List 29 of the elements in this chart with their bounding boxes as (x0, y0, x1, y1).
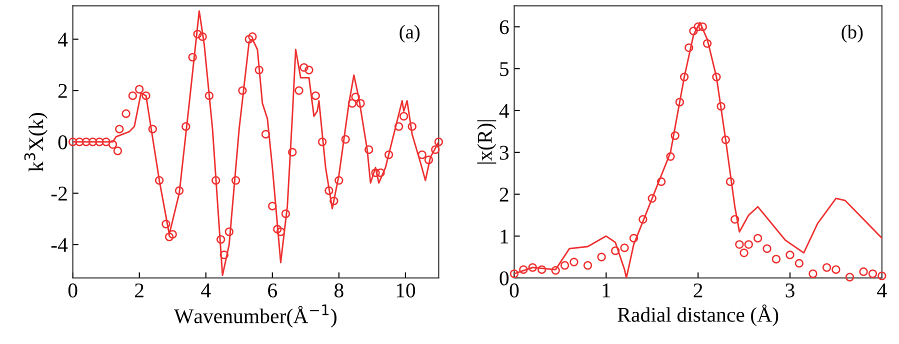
y-tick-label: -4 (51, 238, 68, 252)
y-tick-label: 2 (500, 188, 508, 202)
annotation: (a) (400, 24, 420, 43)
x-tick-label: 4 (877, 284, 887, 298)
x-axis-title: Radial distance (Å) (618, 304, 778, 326)
y-tick-label: 2 (58, 84, 67, 98)
y-tick-label: 1 (500, 230, 508, 244)
x-tick-label: 1 (602, 284, 610, 298)
x-tick-label: 6 (268, 283, 277, 298)
x-tick-label: 8 (334, 283, 344, 298)
x-axis-title: Wavenumber(Å$^{−1}$) (174, 304, 336, 328)
x-tick-label: 2 (135, 283, 144, 298)
x-tick-label: 4 (201, 284, 211, 298)
x-tick-label: 10 (396, 283, 416, 298)
x-tick-label: 2 (694, 283, 702, 298)
y-tick-label: 3 (500, 146, 509, 160)
y-tick-label: 5 (500, 62, 509, 76)
x-tick-label: 3 (786, 283, 794, 298)
y-tick-label: 0 (58, 135, 68, 150)
x-tick-label: 0 (510, 283, 519, 298)
y-axis-title: |x(R)| (477, 120, 496, 164)
y-tick-label: 4 (499, 104, 510, 118)
annotation: (b) (842, 24, 863, 43)
y-tick-label: 4 (58, 32, 68, 46)
y-tick-label: 0 (500, 271, 509, 286)
x-tick-label: 0 (68, 283, 78, 298)
y-tick-label: -2 (51, 186, 67, 200)
y-axis-title: k$^{3}$X(k) (24, 113, 48, 172)
y-tick-label: 6 (500, 20, 509, 34)
